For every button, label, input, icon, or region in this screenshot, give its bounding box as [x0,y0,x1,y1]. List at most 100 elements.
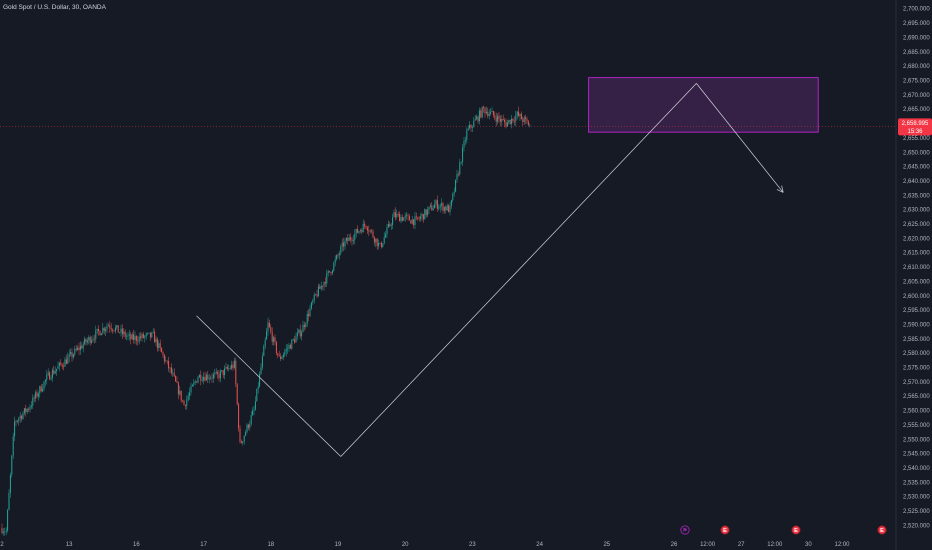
candle [310,301,312,311]
earnings-icon[interactable]: E [791,525,801,535]
candle [376,238,378,250]
candle [26,408,28,415]
candle [270,324,272,335]
candle [142,331,144,339]
candle [49,371,51,380]
candle [488,109,490,120]
candle [417,216,419,221]
candle [147,332,149,336]
candle [527,119,529,126]
event-flag-icon[interactable]: ⚑ [680,525,690,535]
earnings-icon[interactable]: E [877,525,887,535]
last-price-tag: 2,658.995 15:36 [898,118,932,136]
candle [242,441,244,446]
candle [179,385,181,396]
candle [351,236,353,246]
candle [506,119,508,127]
candle [11,454,13,478]
candle [471,125,473,133]
candle [180,390,182,403]
candle [401,214,403,222]
candle [131,332,133,340]
price-tick-label: 2,535.000 [903,480,930,486]
candle [54,366,56,375]
candle [170,363,172,376]
candle [161,347,163,353]
candle [198,374,200,378]
price-axis[interactable]: 2,520.000 2,525.000 2,530.000 2,535.000 2,54… [903,7,930,530]
price-tick-label: 2,525.000 [903,509,930,515]
candle [21,414,23,422]
candle [266,327,268,340]
candle [365,225,367,230]
candle [441,198,443,211]
candle [340,244,342,256]
candle [236,382,238,406]
candle [463,136,465,152]
price-tick-label: 2,685.000 [903,50,930,56]
candle [155,335,157,347]
time-axis[interactable]: 2 13 16 17 18 19 20 23 24 25 26 12:00 27 12:00 30 12:00 [0,542,850,548]
candle [428,206,430,215]
candle [387,220,389,229]
candle [56,368,58,376]
price-tick-label: 2,665.000 [903,107,930,113]
candle [285,344,287,357]
time-tick-label: 13 [66,542,73,548]
candle [77,345,79,351]
candle [469,121,471,130]
candle [57,361,59,369]
candle [130,331,132,345]
candle [144,335,146,343]
candle [509,119,511,125]
candle [302,320,304,333]
candle [389,221,391,228]
candle [525,114,527,125]
candle [219,368,221,383]
candle [211,373,213,383]
candle [292,338,294,342]
candle [438,204,440,211]
candle [91,336,93,345]
candle [145,332,147,340]
candle [163,353,165,365]
candle [512,118,514,123]
uptrend-line[interactable] [340,83,697,457]
candle [70,348,72,357]
candle [303,321,305,331]
candle [133,329,135,344]
candle [98,325,100,336]
candle [296,327,298,341]
candle [420,213,422,222]
candle [47,368,49,377]
candle [252,407,254,416]
resistance-zone[interactable] [588,77,819,133]
earnings-icon[interactable]: E [720,525,730,535]
time-tick-label: 30 [805,542,812,548]
price-tick-label: 2,630.000 [903,208,930,214]
candle [529,123,531,128]
candle [32,394,34,409]
downtrend-line[interactable] [196,315,342,457]
candle [386,223,388,238]
candle [434,199,436,209]
event-markers[interactable]: ⚑ E E E [680,525,887,535]
candle [373,236,375,246]
price-tick-label: 2,540.000 [903,466,930,472]
candle [247,423,249,431]
candle [436,195,438,212]
candle [110,323,112,333]
candle [462,144,464,167]
candle [457,171,459,177]
candle [354,229,356,245]
svg-text:⚑: ⚑ [683,527,688,534]
candle [78,342,80,356]
candle [322,285,324,290]
candle [9,472,11,498]
projection-arrow[interactable] [696,83,784,193]
candle [113,330,115,333]
candle [466,127,468,144]
candle [92,335,94,343]
